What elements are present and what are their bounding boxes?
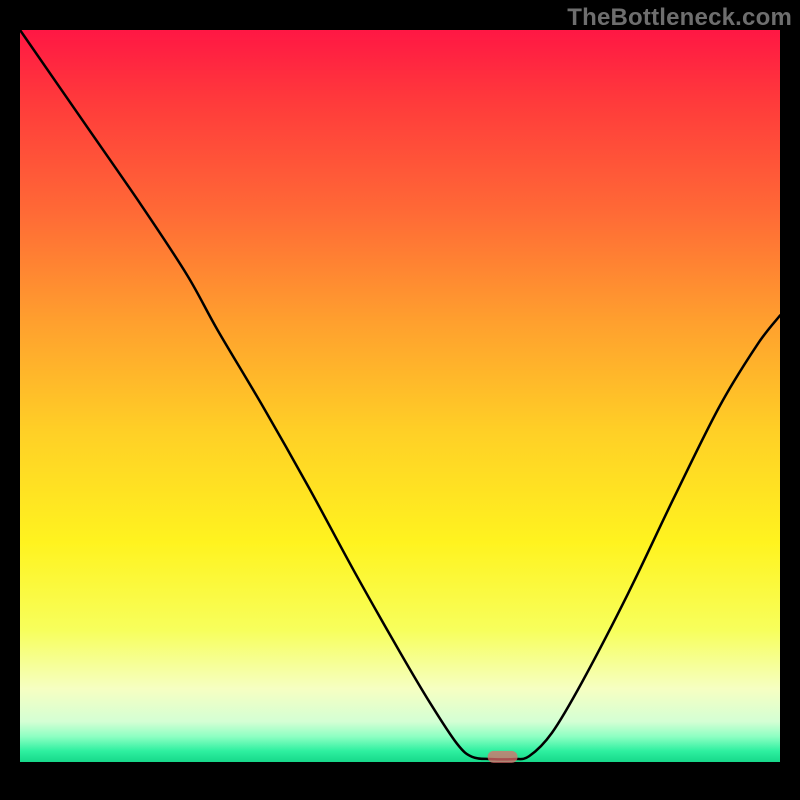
- watermark-text: TheBottleneck.com: [567, 4, 792, 32]
- chart-svg: [0, 0, 800, 800]
- bottleneck-chart: TheBottleneck.com: [0, 0, 800, 800]
- optimal-marker: [488, 751, 518, 763]
